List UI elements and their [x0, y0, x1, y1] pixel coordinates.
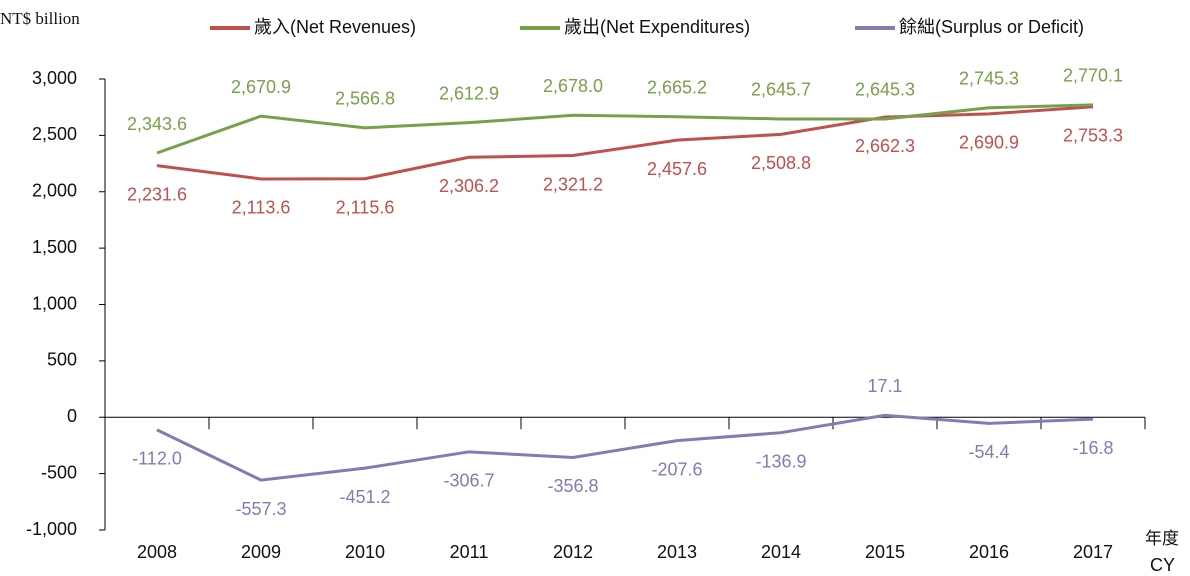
y-tick-label: 1,000: [32, 293, 77, 313]
data-label: -54.4: [968, 442, 1009, 462]
data-label: 2,343.6: [127, 114, 187, 134]
series-line: [156, 413, 1094, 482]
data-label: -451.2: [339, 487, 390, 507]
data-label: 2,231.6: [127, 184, 187, 204]
data-label: 2,770.1: [1063, 66, 1123, 86]
x-tick-label: 2015: [865, 542, 905, 562]
data-label: 2,566.8: [335, 89, 395, 109]
x-tick-label: 2014: [761, 542, 801, 562]
series-line: [156, 105, 1094, 181]
data-label: -207.6: [651, 459, 702, 479]
data-label: -557.3: [235, 499, 286, 519]
legend-label: 歲入(Net Revenues): [254, 17, 416, 37]
y-tick-label: 500: [47, 350, 77, 370]
x-tick-label: 2013: [657, 542, 697, 562]
data-label: 2,662.3: [855, 136, 915, 156]
data-label: 2,508.8: [751, 153, 811, 173]
y-tick-label: -500: [41, 462, 77, 482]
y-tick-label: 3,000: [32, 68, 77, 88]
series-line: [156, 103, 1094, 155]
data-label: 2,670.9: [231, 77, 291, 97]
y-tick-label: -1,000: [26, 519, 77, 539]
data-label: -136.9: [755, 451, 806, 471]
data-label: 2,115.6: [336, 197, 395, 217]
data-label: 2,321.2: [543, 174, 603, 194]
y-tick-label: 2,500: [32, 124, 77, 144]
data-label: 17.1: [867, 376, 902, 396]
x-axis-label: CY: [1150, 555, 1175, 575]
y-tick-label: 0: [67, 406, 77, 426]
data-label: 2,612.9: [439, 83, 499, 103]
legend-label: 歲出(Net Expenditures): [564, 17, 750, 37]
x-tick-label: 2016: [969, 542, 1009, 562]
x-tick-label: 2011: [450, 542, 489, 562]
x-tick-label: 2009: [241, 542, 281, 562]
data-label: 2,645.3: [855, 80, 915, 100]
data-label: 2,678.0: [543, 76, 603, 96]
data-label: 2,457.6: [647, 159, 707, 179]
y-axis-label: NT$ billion: [0, 9, 80, 28]
data-label: -356.8: [547, 476, 598, 496]
data-label: 2,113.6: [232, 198, 291, 218]
x-tick-label: 2010: [345, 542, 385, 562]
data-label: -16.8: [1072, 438, 1113, 458]
y-tick-label: 2,000: [32, 181, 77, 201]
data-label: 2,645.7: [751, 80, 811, 100]
data-label: -306.7: [443, 471, 494, 491]
data-label: 2,306.2: [439, 176, 499, 196]
data-label: 2,690.9: [959, 133, 1019, 153]
x-tick-label: 2017: [1073, 542, 1113, 562]
x-tick-label: 2012: [553, 542, 593, 562]
x-tick-label: 2008: [137, 542, 177, 562]
legend-label: 餘絀(Surplus or Deficit): [899, 17, 1084, 37]
data-label: 2,745.3: [959, 68, 1019, 88]
x-axis-label: 年度: [1145, 529, 1179, 548]
data-label: 2,665.2: [647, 77, 707, 97]
data-label: -112.0: [132, 449, 182, 469]
y-tick-label: 1,500: [32, 237, 77, 257]
data-label: 2,753.3: [1063, 126, 1123, 146]
